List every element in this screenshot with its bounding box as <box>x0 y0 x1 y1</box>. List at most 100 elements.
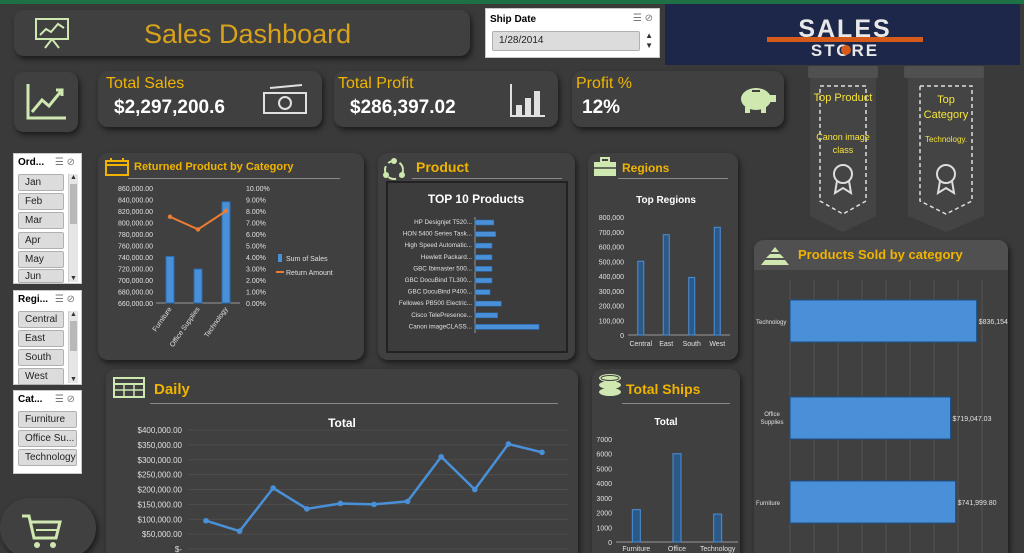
slicer-item-region[interactable]: West <box>18 368 64 385</box>
category-slicer-header: Cat... <box>18 394 43 405</box>
bar <box>193 268 203 304</box>
region-slicer[interactable]: Regi... ☰ ⊘ Central East South West ▲ ▼ <box>13 290 82 385</box>
x-tick-label: Office Supplies <box>169 306 202 349</box>
returned-divider <box>128 178 340 179</box>
slicer-item-month[interactable]: Feb <box>18 193 64 210</box>
y-tick-label: 100,000 <box>599 318 624 325</box>
calendar-grid-icon <box>113 377 145 398</box>
products-sold-panel: Products Sold by category $836,154.03 Tec… <box>754 240 1008 553</box>
total-ships-divider <box>622 403 730 404</box>
returned-panel: Returned Product by Category 860,000.00 8… <box>98 153 364 360</box>
slicer-item-month[interactable]: Mar <box>18 212 64 229</box>
slicer-item-region[interactable]: East <box>18 330 64 347</box>
kpi-profit-pct: Profit % 12% <box>572 71 784 127</box>
line-point <box>539 449 545 456</box>
cart-tile[interactable] <box>0 498 96 553</box>
top-product-label: Top Product <box>813 92 873 104</box>
bar <box>474 254 493 261</box>
y-tick-label: 200,000 <box>599 304 624 311</box>
order-month-slicer[interactable]: Ord... ☰ ⊘ Jan Feb Mar Apr May Jun ▲ ▼ <box>13 153 82 284</box>
y-tick-label: 0 <box>608 540 612 547</box>
y2-tick-label: 1.00% <box>246 290 266 297</box>
line-point <box>167 214 173 219</box>
daily-line <box>205 442 543 533</box>
slicer-item-region[interactable]: Central <box>18 311 64 328</box>
y-tick-label: Office <box>764 412 780 418</box>
chart-title: Top Regions <box>636 195 696 206</box>
briefcase-icon <box>594 157 616 176</box>
y-tick-label: $150,000.00 <box>138 500 183 509</box>
bar <box>631 509 641 543</box>
order-slicer-filter-icons[interactable]: ☰ ⊘ <box>54 157 75 168</box>
slicer-item-month[interactable]: Jun <box>18 269 64 283</box>
ship-date-item[interactable]: 1/28/2014 <box>492 31 640 51</box>
y-tick-label: 720,000.00 <box>118 267 153 274</box>
daily-chart: Total $400,000.00 $350,000.00 $300,000.00 $2… <box>138 416 568 553</box>
order-slicer-scrollbar[interactable]: ▲ ▼ <box>68 174 78 282</box>
slicer-item-month[interactable]: Jan <box>18 174 64 191</box>
slicer-item-month[interactable]: Apr <box>18 232 64 249</box>
top-product-value: Canon image class <box>816 132 870 155</box>
bar <box>688 276 696 336</box>
y-tick-label: $- <box>175 545 182 553</box>
region-slicer-scrollbar[interactable]: ▲ ▼ <box>68 311 78 383</box>
returned-chart: 860,000.00 840,000.00 820,000.00 800,000.00… <box>118 186 333 349</box>
y-tick-label: 1000 <box>596 525 612 532</box>
region-slicer-filter-icons[interactable]: ☰ ⊘ <box>54 294 75 305</box>
bar <box>789 396 952 440</box>
y-tick-label: $400,000.00 <box>138 426 183 435</box>
y-tick-label: Supplies <box>760 420 783 426</box>
bar <box>474 231 497 237</box>
returned-title: Returned Product by Category <box>134 161 294 173</box>
product-panel: Product TOP 10 Products HP Designjet T520… <box>378 153 575 360</box>
x-tick-label: West <box>709 341 725 348</box>
category-slicer-filter-icons[interactable]: ☰ ⊘ <box>54 394 75 405</box>
y-tick-label: 660,000.00 <box>118 301 153 308</box>
y-tick-label: 3000 <box>596 496 612 503</box>
top-category-ribbon <box>904 66 984 232</box>
data-label: $741,999.80 <box>958 500 997 507</box>
trend-tile[interactable] <box>14 72 78 132</box>
y-tick-label: HP Designjet T520... <box>414 219 472 226</box>
y-tick-label: 2000 <box>596 511 612 518</box>
y2-tick-label: 4.00% <box>246 255 266 262</box>
bar <box>165 255 175 304</box>
ship-date-scroll[interactable]: ▲ ▼ <box>645 31 653 50</box>
ship-date-label: Ship Date <box>490 14 537 25</box>
top-accent-bar <box>0 0 1024 4</box>
kpi-profit-pct-value: 12% <box>582 97 621 118</box>
bar <box>474 324 540 330</box>
line-point <box>203 517 209 524</box>
sales-store-logo-art: SALES STORE <box>767 15 923 60</box>
ship-date-slicer[interactable]: Ship Date ☰ ⊘ 1/28/2014 ▲ ▼ <box>485 8 660 58</box>
coins-icon <box>599 374 621 396</box>
products-sold-title: Products Sold by category <box>798 247 963 262</box>
line-point <box>236 528 243 534</box>
x-tick-label: Office <box>668 546 686 553</box>
y-tick-label: Cisco TelePresence... <box>411 312 472 319</box>
bar <box>474 219 495 226</box>
y-tick-label: 700,000 <box>599 230 624 237</box>
bar <box>713 513 723 543</box>
chart-title: Total <box>328 416 356 430</box>
y-tick-label: 740,000.00 <box>118 255 153 262</box>
y2-tick-label: 2.00% <box>246 278 266 285</box>
slicer-item-category[interactable]: Furniture <box>18 411 77 428</box>
chart-title: Total <box>654 417 677 428</box>
x-tick-label: Furniture <box>622 546 650 553</box>
slicer-item-region[interactable]: South <box>18 349 64 366</box>
kpi-total-profit-label: Total Profit <box>338 75 414 92</box>
slicer-item-category[interactable]: Office Su... <box>18 430 77 447</box>
y-tick-label: GBC Ibimaster 500... <box>413 265 472 272</box>
slicer-item-month[interactable]: May <box>18 251 64 268</box>
slicer-filter-icons[interactable]: ☰ ⊘ <box>632 13 653 24</box>
slicer-item-category[interactable]: Technology <box>18 449 77 466</box>
y2-tick-label: 3.00% <box>246 267 266 274</box>
return-amount-line <box>169 210 227 231</box>
y-tick-label: $50,000.00 <box>142 530 183 539</box>
bar <box>789 299 978 343</box>
category-slicer[interactable]: Cat... ☰ ⊘ Furniture Office Su... Techno… <box>13 390 82 474</box>
y-tick-label: Fellowes PB500 Electric... <box>399 300 472 307</box>
y-tick-label: Furniture <box>756 501 781 507</box>
y-tick-label: 820,000.00 <box>118 209 153 216</box>
